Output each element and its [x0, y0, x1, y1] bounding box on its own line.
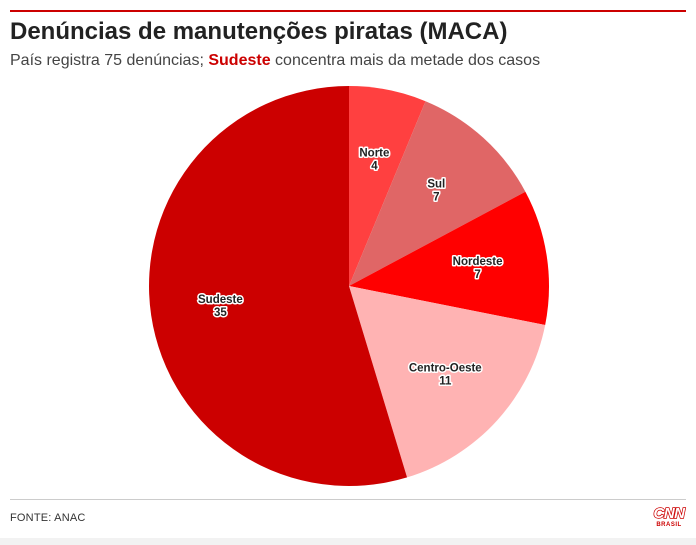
slice-label-name: Sudeste — [198, 294, 243, 306]
slice-label-value: 7 — [433, 192, 439, 204]
slice-label-name: Norte — [359, 148, 389, 160]
slice-label-value: 7 — [474, 269, 480, 281]
logo-subtext: BRASIL — [656, 522, 682, 528]
footer-divider — [10, 499, 686, 500]
chart-subtitle: País registra 75 denúncias; Sudeste conc… — [10, 52, 540, 70]
slice-label-sul: Sul 7 — [427, 179, 445, 204]
slice-label-value: 4 — [371, 161, 378, 173]
slice-label-centro-oeste: Centro-Oeste 11 — [409, 362, 482, 387]
subtitle-text-end: concentra mais da metade dos casos — [270, 52, 541, 69]
slice-label-sudeste: Sudeste 35 — [198, 294, 243, 319]
subtitle-text-start: País registra 75 denúncias; — [10, 52, 209, 69]
pie-slice-centro-oeste — [349, 286, 546, 478]
pie-slice-nordeste — [349, 191, 550, 326]
cnn-brasil-logo: CNN BRASIL — [652, 505, 686, 529]
chart-title: Denúncias de manutenções piratas (MACA) — [10, 18, 508, 45]
pie-slices — [149, 86, 550, 486]
pie-slice-sudeste — [149, 86, 408, 486]
pie-slice-norte — [349, 86, 426, 286]
footer-band — [0, 538, 696, 545]
slice-label-nordeste: Nordeste 7 — [453, 256, 503, 281]
slice-label-name: Centro-Oeste — [409, 362, 482, 374]
pie-slice-sul — [349, 101, 526, 286]
slice-label-name: Nordeste — [453, 256, 503, 268]
slice-label-name: Sul — [427, 179, 445, 191]
top-accent-rule — [10, 10, 686, 12]
subtitle-highlight: Sudeste — [208, 52, 271, 69]
slice-label-norte: Norte 4 — [359, 148, 389, 173]
slice-label-value: 11 — [439, 375, 452, 387]
source-note: FONTE: ANAC — [10, 512, 86, 524]
logo-wordmark: CNN — [653, 505, 686, 523]
slice-label-value: 35 — [214, 307, 227, 319]
